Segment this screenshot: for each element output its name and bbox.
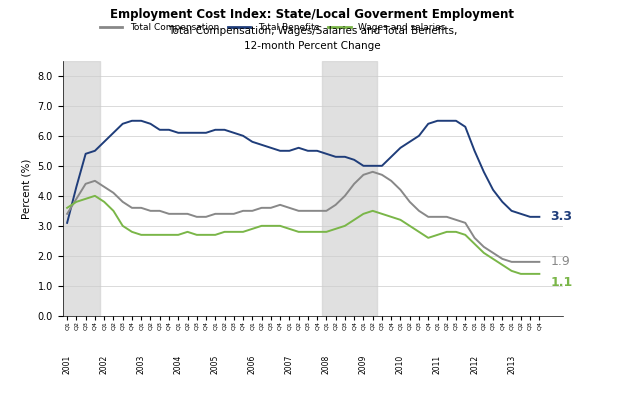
Text: 2003: 2003 (137, 355, 146, 374)
Text: 2001: 2001 (62, 355, 72, 374)
Text: Employment Cost Index: State/Local Goverment Employment: Employment Cost Index: State/Local Gover… (111, 8, 514, 21)
Text: 2011: 2011 (433, 355, 442, 374)
Text: 2010: 2010 (396, 355, 405, 374)
Text: 12-month Percent Change: 12-month Percent Change (244, 41, 381, 51)
Text: 2008: 2008 (322, 355, 331, 374)
Text: 2004: 2004 (174, 355, 182, 374)
Title: Employment Cost Index: State/Local Goverment Employment
Total Compensation, Wage: Employment Cost Index: State/Local Gover… (0, 404, 1, 405)
Text: 2007: 2007 (285, 355, 294, 374)
Text: 2006: 2006 (248, 355, 257, 374)
Text: 2005: 2005 (211, 355, 220, 374)
Text: 1.9: 1.9 (551, 256, 570, 269)
Text: Total Compensation, Wages/Salaries and Total Benefits,: Total Compensation, Wages/Salaries and T… (168, 26, 458, 36)
Text: 2013: 2013 (507, 355, 516, 374)
Y-axis label: Percent (%): Percent (%) (22, 158, 32, 219)
Bar (62, 61, 99, 316)
Text: 2002: 2002 (99, 355, 109, 374)
Text: 1.1: 1.1 (551, 276, 572, 290)
Text: 2009: 2009 (359, 355, 368, 374)
Text: 2012: 2012 (470, 355, 479, 374)
Text: 3.3: 3.3 (551, 210, 572, 223)
Legend: Total Compensation, Total Benefits, Wages and salaries: Total Compensation, Total Benefits, Wage… (96, 19, 449, 36)
Bar (322, 61, 378, 316)
